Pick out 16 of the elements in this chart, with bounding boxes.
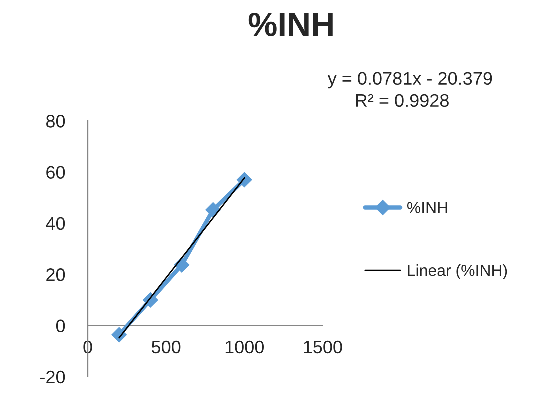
legend-label: %INH <box>407 202 448 214</box>
x-tick-label: 500 <box>152 340 181 354</box>
text: y = 0.0781x - 20.379 <box>328 72 492 89</box>
y-tick-label: 80 <box>46 115 66 128</box>
legend-label: Linear (%INH) <box>408 264 508 280</box>
y-tick-label: 20 <box>46 268 66 282</box>
chart-title: %INH <box>248 12 333 36</box>
point <box>111 327 128 343</box>
x-tick-label: 1000 <box>226 340 264 354</box>
point <box>236 172 252 188</box>
y-tick-label: 60 <box>46 166 66 179</box>
y-tick-label: 0 <box>56 320 66 332</box>
y-tick-label: -20 <box>40 370 66 384</box>
text: R² = 0.9928 <box>356 94 449 108</box>
x-tick-label: 1500 <box>304 340 342 354</box>
y-tick-label: 40 <box>46 217 66 230</box>
